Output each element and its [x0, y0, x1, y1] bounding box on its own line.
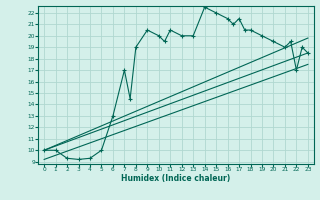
X-axis label: Humidex (Indice chaleur): Humidex (Indice chaleur): [121, 174, 231, 183]
